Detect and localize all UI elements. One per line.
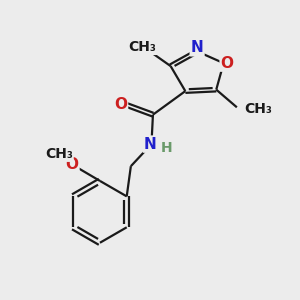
Text: N: N (191, 40, 203, 55)
Text: O: O (114, 97, 127, 112)
Text: CH₃: CH₃ (244, 102, 272, 116)
Text: CH₃: CH₃ (129, 40, 157, 54)
Text: O: O (65, 157, 79, 172)
Text: CH₃: CH₃ (45, 147, 73, 161)
Text: O: O (220, 56, 234, 70)
Text: H: H (161, 141, 172, 154)
Text: N: N (144, 136, 156, 152)
